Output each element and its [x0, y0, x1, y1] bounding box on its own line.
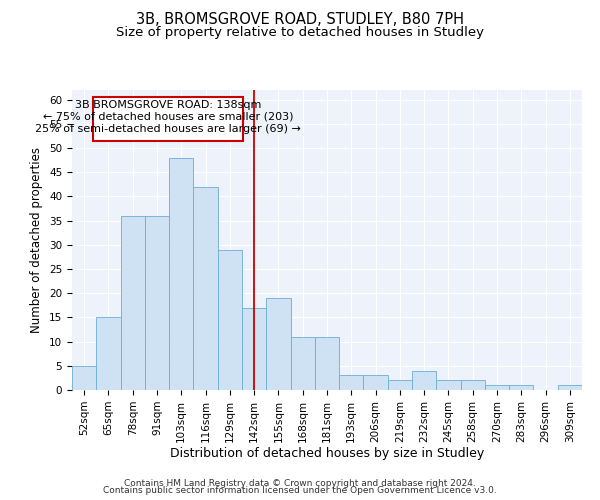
Bar	[218, 250, 242, 390]
Bar	[169, 158, 193, 390]
Bar	[364, 376, 388, 390]
Bar	[193, 187, 218, 390]
Bar	[290, 337, 315, 390]
Bar	[96, 318, 121, 390]
Bar	[121, 216, 145, 390]
Text: Contains public sector information licensed under the Open Government Licence v3: Contains public sector information licen…	[103, 486, 497, 495]
Bar	[388, 380, 412, 390]
Text: 25% of semi-detached houses are larger (69) →: 25% of semi-detached houses are larger (…	[35, 124, 301, 134]
Bar	[509, 385, 533, 390]
Bar	[72, 366, 96, 390]
Bar	[339, 376, 364, 390]
Text: ← 75% of detached houses are smaller (203): ← 75% of detached houses are smaller (20…	[43, 112, 293, 122]
Bar	[558, 385, 582, 390]
Text: 3B BROMSGROVE ROAD: 138sqm: 3B BROMSGROVE ROAD: 138sqm	[75, 100, 261, 110]
Text: Contains HM Land Registry data © Crown copyright and database right 2024.: Contains HM Land Registry data © Crown c…	[124, 478, 476, 488]
Bar	[485, 385, 509, 390]
Text: 3B, BROMSGROVE ROAD, STUDLEY, B80 7PH: 3B, BROMSGROVE ROAD, STUDLEY, B80 7PH	[136, 12, 464, 28]
FancyBboxPatch shape	[92, 98, 243, 141]
X-axis label: Distribution of detached houses by size in Studley: Distribution of detached houses by size …	[170, 448, 484, 460]
Bar	[412, 370, 436, 390]
Bar	[315, 337, 339, 390]
Bar	[266, 298, 290, 390]
Bar	[145, 216, 169, 390]
Y-axis label: Number of detached properties: Number of detached properties	[31, 147, 43, 333]
Bar	[436, 380, 461, 390]
Bar	[461, 380, 485, 390]
Bar	[242, 308, 266, 390]
Text: Size of property relative to detached houses in Studley: Size of property relative to detached ho…	[116, 26, 484, 39]
